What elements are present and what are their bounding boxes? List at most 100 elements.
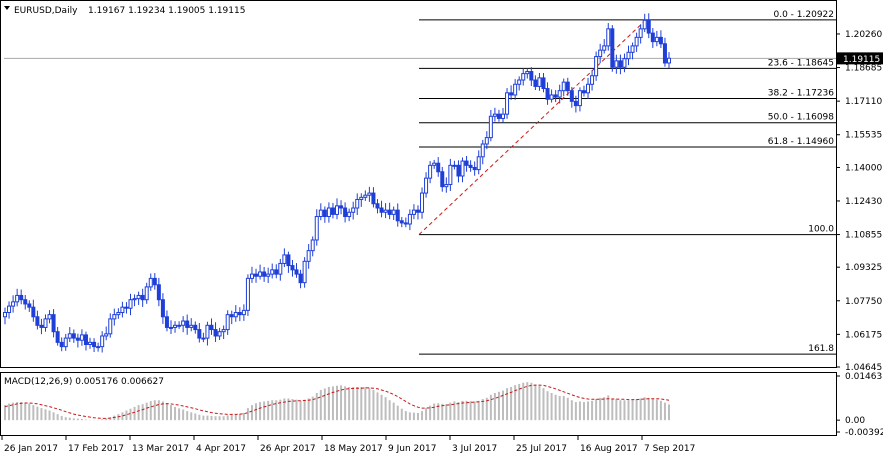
candle bbox=[549, 89, 554, 103]
candle bbox=[557, 84, 562, 104]
candle-body bbox=[104, 333, 109, 337]
candle-body bbox=[213, 329, 218, 337]
candle-body bbox=[480, 143, 485, 158]
candle bbox=[598, 43, 603, 64]
fib-level-label: 161.8 bbox=[808, 344, 834, 354]
candle-body bbox=[23, 299, 28, 305]
candle-body bbox=[565, 81, 570, 92]
candle-body bbox=[456, 164, 461, 177]
candle-body bbox=[39, 324, 44, 328]
time-tick-label: 13 Mar 2017 bbox=[132, 444, 189, 454]
fib-level-label: 61.8 - 1.14960 bbox=[768, 137, 834, 147]
candle bbox=[590, 70, 595, 91]
candle-body bbox=[339, 205, 344, 209]
candle bbox=[387, 202, 392, 220]
candle-body bbox=[43, 318, 48, 328]
candle-body bbox=[468, 164, 473, 168]
candle-body bbox=[229, 314, 234, 318]
candle bbox=[108, 313, 113, 338]
candle bbox=[63, 333, 68, 351]
macd-group: 0.01463 0.00 -0.00392 bbox=[4, 372, 883, 438]
candle bbox=[517, 76, 522, 91]
candle-body bbox=[294, 269, 299, 275]
candle bbox=[577, 87, 582, 112]
candle-body bbox=[371, 192, 376, 205]
candle-body bbox=[160, 299, 165, 318]
candle-body bbox=[428, 164, 433, 179]
candle-body bbox=[537, 77, 542, 87]
candle bbox=[367, 186, 372, 202]
candle bbox=[565, 77, 570, 96]
candle bbox=[444, 177, 449, 193]
candle bbox=[229, 310, 234, 325]
candle bbox=[270, 263, 275, 279]
current-price-label: 1.19115 bbox=[843, 55, 880, 65]
candle-body bbox=[11, 301, 16, 307]
fib-level-label: 23.6 - 1.18645 bbox=[768, 58, 834, 68]
candle-body bbox=[330, 207, 335, 215]
candle bbox=[221, 325, 226, 340]
candle bbox=[23, 294, 28, 310]
candle bbox=[654, 30, 659, 47]
candle-body bbox=[108, 318, 113, 335]
symbol-dropdown-icon[interactable] bbox=[4, 6, 10, 10]
candle-body bbox=[444, 184, 449, 188]
macd-signal-line bbox=[4, 384, 670, 419]
candle bbox=[116, 308, 121, 319]
fib-level-label: 50.0 - 1.16098 bbox=[768, 113, 834, 123]
candle-body bbox=[59, 341, 64, 348]
candle-body bbox=[347, 211, 352, 218]
candle-body bbox=[513, 83, 518, 96]
time-tick-label: 4 Apr 2017 bbox=[196, 444, 246, 454]
candle-body bbox=[622, 58, 627, 68]
candle-body bbox=[351, 207, 356, 213]
candle-body bbox=[476, 156, 481, 171]
candle-body bbox=[557, 90, 562, 98]
candle bbox=[79, 329, 84, 346]
candle-body bbox=[375, 203, 380, 209]
candle-body bbox=[573, 100, 578, 107]
candle bbox=[51, 309, 56, 338]
candle-body bbox=[646, 19, 651, 34]
candle bbox=[339, 200, 344, 215]
candle bbox=[472, 161, 477, 176]
current-price-tag bbox=[837, 52, 883, 65]
candle-body bbox=[258, 271, 263, 277]
candle-body bbox=[460, 160, 465, 177]
candle-body bbox=[650, 32, 655, 43]
candle bbox=[254, 268, 259, 283]
candle bbox=[440, 166, 445, 192]
candle-body bbox=[642, 19, 647, 30]
candle bbox=[464, 156, 469, 172]
candle-body bbox=[387, 209, 392, 215]
candle-body bbox=[209, 324, 214, 331]
price-tick-label: 1.18685 bbox=[845, 64, 882, 74]
candle bbox=[258, 264, 263, 280]
price-axis: 1.20260 1.18685 1.17110 1.15535 1.14000 1.124… bbox=[836, 30, 883, 373]
candle-body bbox=[35, 316, 40, 326]
candle bbox=[225, 310, 230, 335]
candle bbox=[241, 304, 246, 321]
time-tick-label: 16 Aug 2017 bbox=[580, 444, 638, 454]
candle-body bbox=[201, 337, 206, 340]
candle-body bbox=[432, 162, 437, 166]
candle-body bbox=[152, 277, 157, 286]
candle bbox=[569, 86, 574, 108]
candle bbox=[638, 24, 643, 44]
candles-group bbox=[3, 13, 671, 353]
candle bbox=[496, 109, 501, 122]
price-tick-label: 1.14000 bbox=[845, 163, 882, 173]
price-tick-label: 1.17110 bbox=[845, 97, 882, 107]
candle-body bbox=[541, 77, 546, 90]
candle bbox=[614, 54, 619, 74]
candle bbox=[160, 293, 165, 324]
candle bbox=[67, 327, 72, 343]
candle-body bbox=[602, 45, 607, 51]
candle bbox=[306, 244, 311, 269]
candle bbox=[152, 273, 157, 290]
candle bbox=[11, 295, 16, 313]
candle bbox=[667, 52, 671, 68]
price-tick-label: 1.20260 bbox=[845, 30, 882, 40]
